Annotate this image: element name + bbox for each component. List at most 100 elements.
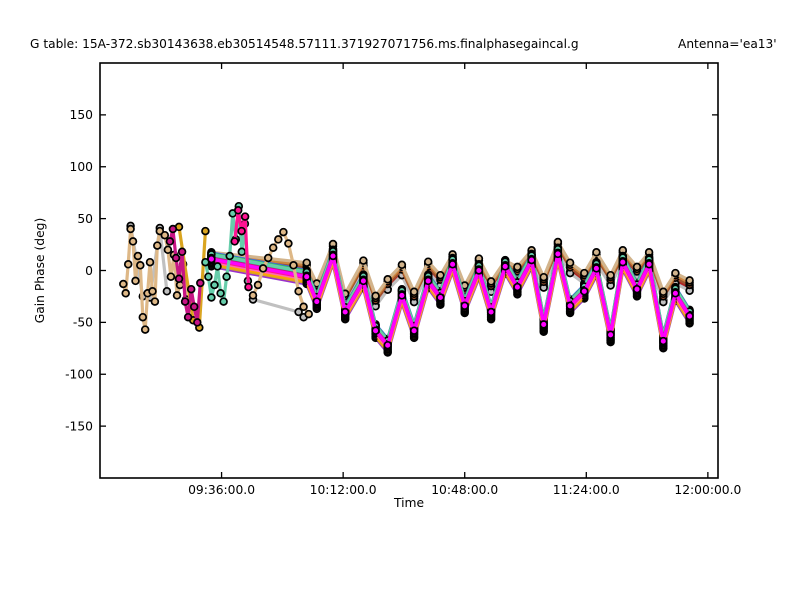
data-point-marker (289, 261, 298, 270)
data-point-marker (340, 307, 350, 317)
data-point-marker (527, 255, 536, 265)
data-point-marker (168, 224, 178, 234)
data-point-marker (671, 289, 680, 298)
series-scan2-magenta (165, 224, 205, 327)
series-spw-magenta (207, 249, 694, 350)
data-point-marker (460, 301, 469, 311)
data-point-marker (201, 226, 210, 236)
data-point-marker (304, 309, 313, 319)
data-point-marker (606, 330, 615, 340)
data-point-marker (592, 264, 601, 273)
data-point-marker (174, 274, 184, 284)
data-point-marker (606, 270, 615, 280)
data-point-marker (244, 282, 253, 292)
data-point-marker (302, 258, 311, 267)
data-point-marker (423, 257, 433, 266)
data-point-marker (166, 272, 176, 281)
data-point-marker (138, 312, 148, 322)
data-point-marker (565, 301, 575, 311)
data-point-marker (539, 272, 548, 282)
data-point-marker (119, 279, 128, 289)
data-point-marker (263, 253, 273, 263)
data-point-marker (632, 284, 642, 294)
data-point-marker (121, 289, 130, 298)
data-point-marker (371, 291, 380, 301)
data-series-layer (119, 201, 694, 357)
data-point-marker (436, 270, 445, 280)
data-point-marker (423, 276, 433, 286)
data-point-marker (592, 248, 601, 257)
data-point-marker (123, 260, 133, 269)
x-tick-label: 10:12:00.0 (310, 483, 377, 497)
data-point-marker (258, 264, 268, 273)
data-point-marker (183, 312, 193, 322)
data-point-marker (294, 287, 303, 296)
data-point-marker (500, 262, 510, 271)
data-point-marker (299, 302, 308, 312)
data-point-marker (201, 257, 210, 267)
data-point-marker (539, 320, 548, 329)
data-point-marker (436, 293, 445, 302)
data-point-marker (618, 257, 628, 267)
plot-title-gtable: G table: 15A-372.sb30143638.eb30514548.5… (30, 37, 579, 51)
data-point-marker (448, 260, 457, 269)
series-scan1-wheat (119, 224, 165, 334)
y-tick-label: 100 (70, 160, 93, 174)
data-point-marker (253, 280, 263, 290)
axis-ticks (100, 63, 718, 478)
data-point-marker (486, 277, 496, 286)
data-point-marker (659, 336, 668, 346)
data-point-marker (685, 276, 694, 285)
series-scan4-gray (248, 295, 308, 322)
x-tick-label: 11:24:00.0 (553, 483, 620, 497)
data-point-marker (207, 293, 216, 302)
data-point-marker (328, 251, 338, 261)
data-point-marker (216, 289, 225, 298)
data-point-marker (279, 227, 288, 237)
data-point-marker (186, 284, 196, 294)
y-tick-label: 150 (70, 108, 93, 122)
y-axis-label: Gain Phase (deg) (33, 218, 47, 324)
data-point-marker (189, 302, 199, 312)
y-tick-label: -150 (65, 419, 93, 433)
data-point-marker (302, 272, 311, 281)
data-point-marker (222, 272, 231, 281)
data-point-marker (671, 268, 680, 278)
series-scan3-deeppink (230, 206, 253, 292)
y-tick-label: -50 (73, 316, 93, 330)
series-line (121, 227, 162, 332)
data-point-marker (359, 256, 368, 265)
x-tick-label: 12:00:00.0 (674, 483, 741, 497)
x-axis-label: Time (393, 496, 425, 510)
data-point-marker (397, 260, 407, 270)
data-point-marker (230, 237, 239, 246)
data-point-marker (128, 237, 138, 246)
data-point-marker (685, 311, 694, 321)
data-point-marker (165, 237, 175, 246)
data-point-marker (248, 291, 258, 300)
series-spw-tan (207, 237, 694, 301)
data-point-marker (171, 253, 181, 263)
data-point-marker (219, 297, 228, 306)
data-point-marker (150, 297, 160, 306)
data-point-marker (486, 307, 496, 317)
y-tick-label: -100 (65, 368, 93, 382)
data-point-marker (659, 287, 668, 297)
data-point-marker (133, 251, 143, 261)
data-point-marker (233, 206, 243, 215)
data-point-marker (371, 326, 380, 335)
data-point-marker (409, 326, 419, 335)
data-point-marker (148, 287, 157, 296)
data-point-marker (513, 262, 522, 272)
data-point-marker (294, 307, 303, 317)
data-point-marker (210, 280, 219, 290)
data-point-marker (580, 287, 589, 296)
data-point-marker (196, 278, 205, 288)
plot-title-antenna: Antenna='ea13' (678, 37, 777, 51)
data-point-marker (580, 268, 589, 278)
data-point-marker (136, 261, 145, 270)
data-point-marker (268, 243, 278, 252)
data-point-marker (213, 262, 222, 271)
data-point-marker (225, 251, 234, 261)
